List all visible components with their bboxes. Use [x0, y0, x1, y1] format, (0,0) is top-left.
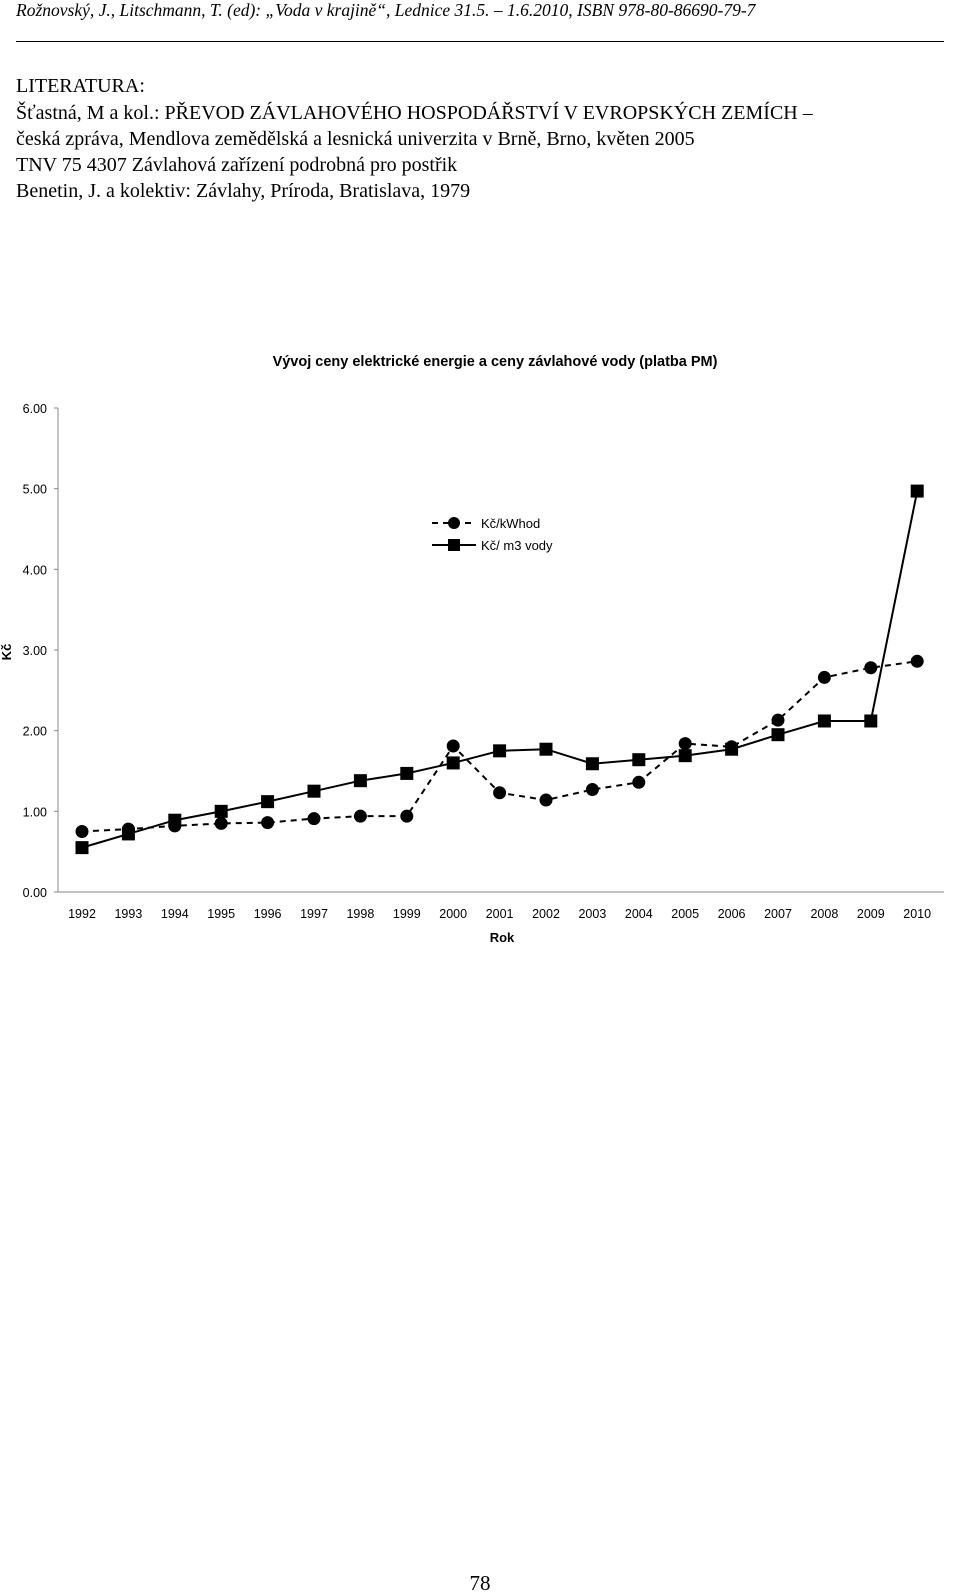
header-rule	[16, 41, 944, 42]
x-tick-label: 2001	[486, 907, 514, 921]
data-point	[493, 786, 507, 800]
data-point	[771, 728, 785, 742]
x-tick-label: 2009	[857, 907, 885, 921]
y-tick-label: 0.00	[23, 886, 47, 900]
data-point	[261, 795, 275, 809]
x-tick-label: 2010	[903, 907, 931, 921]
data-point	[864, 661, 878, 675]
data-point	[817, 670, 831, 684]
data-point	[910, 484, 924, 498]
reference-line-3: TNV 75 4307 Závlahová zařízení podrobná …	[16, 154, 458, 176]
x-tick-label: 2005	[671, 907, 699, 921]
reference-line-2: česká zpráva, Mendlova zemědělská a lesn…	[16, 128, 695, 150]
data-point	[168, 813, 182, 827]
chart-legend: Kč/kWhod Kč/ m3 vody	[432, 516, 553, 553]
x-tick-label: 2007	[764, 907, 792, 921]
data-point	[539, 793, 553, 807]
x-tick-label: 1997	[300, 907, 328, 921]
chart-title: Vývoj ceny elektrické energie a ceny záv…	[273, 354, 718, 370]
running-header: Rožnovský, J., Litschmann, T. (ed): „Vod…	[16, 0, 756, 20]
data-point	[678, 749, 692, 763]
data-point	[75, 841, 89, 855]
reference-line-1: Šťastná, M a kol.: PŘEVOD ZÁVLAHOVÉHO HO…	[16, 102, 813, 124]
data-point	[725, 742, 739, 756]
data-point	[817, 714, 831, 728]
axes	[54, 407, 944, 893]
legend-entry-kwh: Kč/kWhod	[432, 516, 540, 531]
data-point	[632, 775, 646, 789]
data-point	[307, 784, 321, 798]
x-tick-label: 1998	[346, 907, 374, 921]
data-point	[539, 742, 553, 756]
x-tick-labels: 1992 1993 1994 1995 1996 1997 1998 1999 2000 2001…	[68, 907, 931, 921]
data-point	[214, 816, 228, 830]
legend-label-kwh: Kč/kWhod	[481, 516, 540, 531]
price-trend-chart: Vývoj ceny elektrické energie a ceny záv…	[0, 354, 944, 945]
x-tick-label: 1993	[114, 907, 142, 921]
data-point	[353, 774, 367, 788]
x-tick-label: 1994	[161, 907, 189, 921]
data-point	[353, 809, 367, 823]
data-point	[400, 809, 414, 823]
data-point	[910, 654, 924, 668]
data-point	[214, 804, 228, 818]
reference-line-4: Benetin, J. a kolektiv: Závlahy, Príroda…	[16, 180, 471, 202]
y-tick-label: 5.00	[23, 483, 47, 497]
data-point	[632, 753, 646, 767]
data-point	[678, 737, 692, 751]
y-tick-label: 2.00	[23, 725, 47, 739]
series-water	[75, 484, 924, 855]
data-point	[307, 812, 321, 826]
y-tick-label: 1.00	[23, 805, 47, 819]
data-point	[261, 816, 275, 830]
x-tick-label: 2006	[718, 907, 746, 921]
x-tick-label: 2000	[439, 907, 467, 921]
data-point	[771, 713, 785, 727]
x-tick-label: 1996	[254, 907, 282, 921]
x-tick-label: 1992	[68, 907, 96, 921]
data-point	[493, 744, 507, 758]
literature-heading: LITERATURA:	[16, 75, 145, 97]
x-tick-label: 2008	[810, 907, 838, 921]
data-point	[75, 825, 89, 838]
x-tick-label: 1995	[207, 907, 235, 921]
legend-marker-water	[448, 539, 460, 551]
x-axis-label: Rok	[490, 930, 515, 945]
data-point	[585, 783, 599, 797]
series-group	[75, 484, 924, 855]
y-tick-label: 4.00	[23, 563, 47, 577]
data-point	[121, 827, 135, 841]
data-point	[446, 756, 460, 770]
data-point	[400, 766, 414, 780]
legend-entry-water: Kč/ m3 vody	[432, 538, 553, 553]
x-tick-label: 2002	[532, 907, 560, 921]
legend-label-water: Kč/ m3 vody	[481, 538, 553, 553]
legend-marker-kwh	[448, 517, 460, 529]
y-tick-label: 6.00	[23, 402, 47, 416]
x-tick-label: 1999	[393, 907, 421, 921]
y-tick-label: 3.00	[23, 644, 47, 658]
data-point	[446, 739, 460, 753]
page-number: 78	[469, 1571, 491, 1595]
x-tick-label: 2004	[625, 907, 653, 921]
x-tick-label: 2003	[578, 907, 606, 921]
y-axis-label: Kč	[0, 644, 14, 661]
data-point	[585, 757, 599, 771]
data-point	[864, 714, 878, 728]
y-tick-labels: 0.00 1.00 2.00 3.00 4.00 5.00 6.00	[23, 402, 47, 900]
